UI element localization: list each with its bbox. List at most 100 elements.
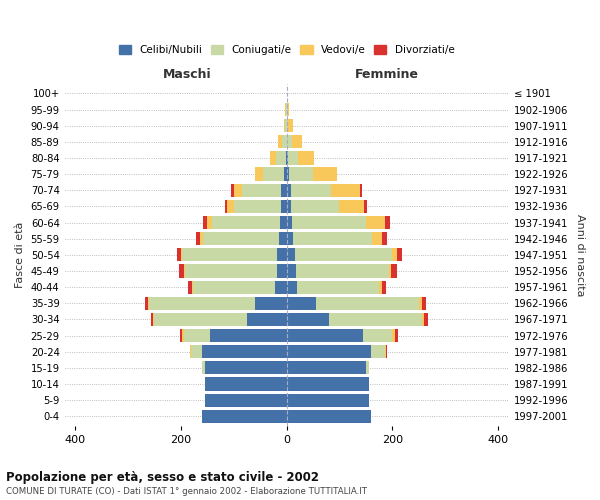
Bar: [192, 280, 193, 293]
Bar: [287, 264, 296, 278]
Bar: [287, 232, 293, 245]
Bar: [227, 200, 234, 213]
Bar: [205, 394, 287, 407]
Bar: [263, 168, 284, 180]
Bar: [359, 184, 362, 197]
Bar: [179, 264, 184, 278]
Bar: [389, 264, 391, 278]
Bar: [181, 248, 182, 262]
Bar: [287, 394, 368, 407]
Bar: [196, 232, 200, 245]
Bar: [287, 313, 329, 326]
Bar: [205, 378, 287, 390]
Bar: [286, 103, 287, 116]
Bar: [287, 248, 295, 262]
Bar: [287, 103, 288, 116]
Bar: [287, 378, 368, 390]
Bar: [202, 410, 287, 423]
Bar: [287, 200, 291, 213]
Bar: [391, 264, 397, 278]
Bar: [298, 152, 314, 164]
Bar: [291, 184, 331, 197]
Bar: [287, 410, 371, 423]
Bar: [331, 184, 359, 197]
Bar: [364, 329, 392, 342]
Bar: [287, 184, 291, 197]
Bar: [284, 168, 287, 180]
Bar: [293, 232, 373, 245]
Y-axis label: Anni di nascita: Anni di nascita: [575, 214, 585, 296]
Bar: [278, 135, 283, 148]
Bar: [329, 313, 422, 326]
Bar: [364, 200, 367, 213]
Bar: [247, 313, 287, 326]
Bar: [392, 248, 397, 262]
Bar: [379, 280, 382, 293]
Bar: [202, 345, 287, 358]
Bar: [275, 280, 287, 293]
Bar: [289, 168, 313, 180]
Bar: [382, 232, 387, 245]
Bar: [385, 345, 386, 358]
Bar: [373, 232, 382, 245]
Bar: [277, 264, 287, 278]
Bar: [284, 119, 285, 132]
Text: Popolazione per età, sesso e stato civile - 2002: Popolazione per età, sesso e stato civil…: [6, 472, 319, 484]
Bar: [151, 313, 154, 326]
Bar: [200, 232, 203, 245]
Bar: [284, 103, 286, 116]
Bar: [366, 216, 385, 229]
Bar: [338, 200, 364, 213]
Bar: [234, 200, 281, 213]
Bar: [205, 361, 287, 374]
Bar: [242, 184, 281, 197]
Bar: [210, 329, 287, 342]
Bar: [288, 119, 293, 132]
Bar: [191, 345, 202, 358]
Bar: [255, 168, 263, 180]
Bar: [385, 216, 390, 229]
Bar: [288, 103, 289, 116]
Bar: [287, 329, 364, 342]
Bar: [145, 296, 148, 310]
Bar: [419, 296, 422, 310]
Bar: [281, 184, 287, 197]
Bar: [203, 232, 279, 245]
Bar: [287, 135, 292, 148]
Bar: [270, 152, 276, 164]
Bar: [180, 329, 182, 342]
Bar: [193, 280, 275, 293]
Bar: [148, 296, 149, 310]
Bar: [149, 296, 255, 310]
Bar: [154, 313, 247, 326]
Bar: [203, 216, 208, 229]
Bar: [182, 329, 184, 342]
Legend: Celibi/Nubili, Coniugati/e, Vedovi/e, Divorziati/e: Celibi/Nubili, Coniugati/e, Vedovi/e, Di…: [115, 41, 459, 60]
Bar: [190, 345, 191, 358]
Bar: [287, 345, 371, 358]
Bar: [397, 248, 402, 262]
Bar: [395, 329, 398, 342]
Bar: [208, 216, 212, 229]
Bar: [234, 184, 242, 197]
Bar: [280, 216, 287, 229]
Bar: [382, 280, 386, 293]
Bar: [287, 280, 297, 293]
Bar: [184, 264, 185, 278]
Bar: [296, 264, 389, 278]
Bar: [287, 168, 289, 180]
Bar: [286, 152, 287, 164]
Bar: [277, 248, 287, 262]
Bar: [279, 232, 287, 245]
Text: Femmine: Femmine: [355, 68, 419, 82]
Bar: [176, 248, 181, 262]
Bar: [202, 361, 205, 374]
Text: Maschi: Maschi: [163, 68, 211, 82]
Bar: [255, 296, 287, 310]
Bar: [297, 280, 379, 293]
Text: COMUNE DI TURATE (CO) - Dati ISTAT 1° gennaio 2002 - Elaborazione TUTTITALIA.IT: COMUNE DI TURATE (CO) - Dati ISTAT 1° ge…: [6, 488, 367, 496]
Bar: [287, 361, 366, 374]
Bar: [283, 135, 287, 148]
Bar: [287, 216, 292, 229]
Bar: [276, 152, 286, 164]
